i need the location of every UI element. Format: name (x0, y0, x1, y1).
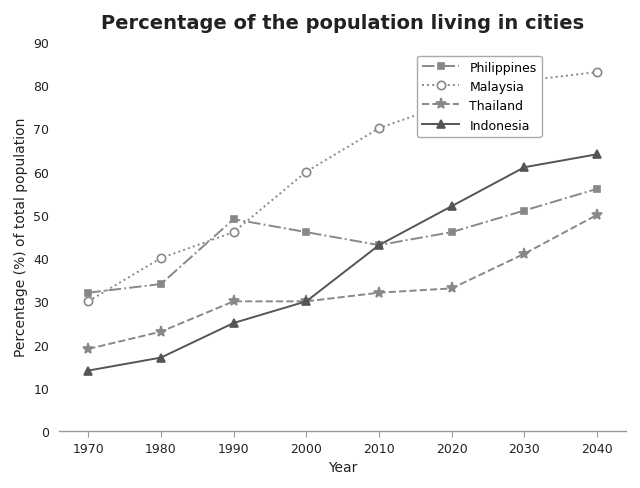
X-axis label: Year: Year (328, 460, 357, 474)
Philippines (520, 208, 528, 214)
Indonesia (375, 243, 383, 248)
Indonesia (448, 204, 456, 210)
Legend: Philippines, Malaysia, Thailand, Indonesia: Philippines, Malaysia, Thailand, Indones… (417, 57, 541, 137)
Line: Malaysia: Malaysia (84, 69, 601, 306)
Indonesia (303, 299, 310, 305)
Indonesia (230, 321, 237, 326)
Malaysia (448, 100, 456, 106)
Malaysia (157, 256, 164, 262)
Malaysia (520, 79, 528, 84)
Philippines (448, 230, 456, 236)
Thailand (593, 212, 601, 218)
Malaysia (303, 169, 310, 175)
Thailand (157, 329, 164, 335)
Philippines (593, 186, 601, 192)
Malaysia (230, 230, 237, 236)
Line: Thailand: Thailand (83, 210, 603, 355)
Indonesia (84, 368, 92, 374)
Line: Philippines: Philippines (84, 186, 600, 297)
Y-axis label: Percentage (%) of total population: Percentage (%) of total population (14, 118, 28, 356)
Line: Indonesia: Indonesia (84, 151, 601, 375)
Malaysia (375, 126, 383, 132)
Thailand (448, 286, 456, 292)
Thailand (375, 290, 383, 296)
Thailand (520, 251, 528, 257)
Thailand (303, 299, 310, 305)
Philippines (157, 282, 164, 287)
Malaysia (84, 299, 92, 305)
Title: Percentage of the population living in cities: Percentage of the population living in c… (101, 14, 584, 33)
Indonesia (520, 165, 528, 171)
Thailand (230, 299, 237, 305)
Indonesia (157, 355, 164, 361)
Malaysia (593, 70, 601, 76)
Philippines (230, 217, 237, 223)
Philippines (84, 290, 92, 296)
Philippines (375, 243, 383, 248)
Indonesia (593, 152, 601, 158)
Thailand (84, 346, 92, 352)
Philippines (303, 230, 310, 236)
